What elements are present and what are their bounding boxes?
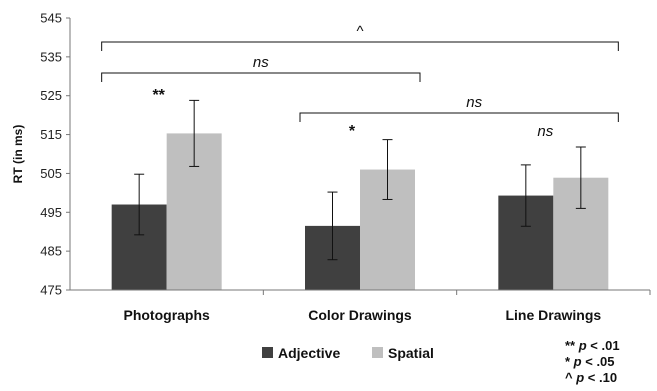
- y-tick-label: 485: [40, 244, 62, 259]
- significance-key-row: ** p < .01: [565, 338, 620, 353]
- significance-key-row: * p < .05: [565, 354, 615, 369]
- comparison-bracket: [299, 112, 619, 122]
- significance-key: ** p < .01* p < .05^ p < .10: [565, 338, 620, 385]
- comparison-label: ns: [253, 54, 269, 71]
- legend-label-spatial: Spatial: [388, 345, 434, 361]
- comparison-label: ns: [466, 94, 482, 111]
- x-category-label: Photographs: [123, 307, 210, 323]
- bars: [111, 99, 609, 290]
- y-tick-label: 545: [40, 11, 62, 26]
- x-axis: Photographs Color Drawings Line Drawings: [70, 289, 651, 323]
- within-category-label: ns: [537, 123, 553, 140]
- y-axis: 475 485 495 505 515 525 535 545: [40, 11, 71, 298]
- y-axis-label: RT (in ms): [11, 125, 25, 184]
- legend-label-adjective: Adjective: [278, 345, 340, 361]
- y-tick-label: 525: [40, 88, 62, 103]
- comparison-label: ^: [356, 23, 363, 40]
- legend-swatch-adjective: [262, 347, 273, 358]
- comparison-bracket: [101, 41, 619, 51]
- comparison-bracket: [101, 72, 421, 82]
- y-tick-label: 515: [40, 127, 62, 142]
- y-tick-label: 495: [40, 205, 62, 220]
- within-category-label: **: [152, 87, 165, 104]
- y-tick-label: 535: [40, 49, 62, 64]
- significance-key-row: ^ p < .10: [565, 370, 617, 385]
- y-tick-label: 505: [40, 166, 62, 181]
- x-category-label: Line Drawings: [505, 307, 601, 323]
- legend-swatch-spatial: [372, 347, 383, 358]
- legend: Adjective Spatial: [262, 345, 434, 361]
- y-tick-label: 475: [40, 283, 62, 298]
- x-category-label: Color Drawings: [308, 307, 412, 323]
- within-category-label: *: [349, 123, 356, 140]
